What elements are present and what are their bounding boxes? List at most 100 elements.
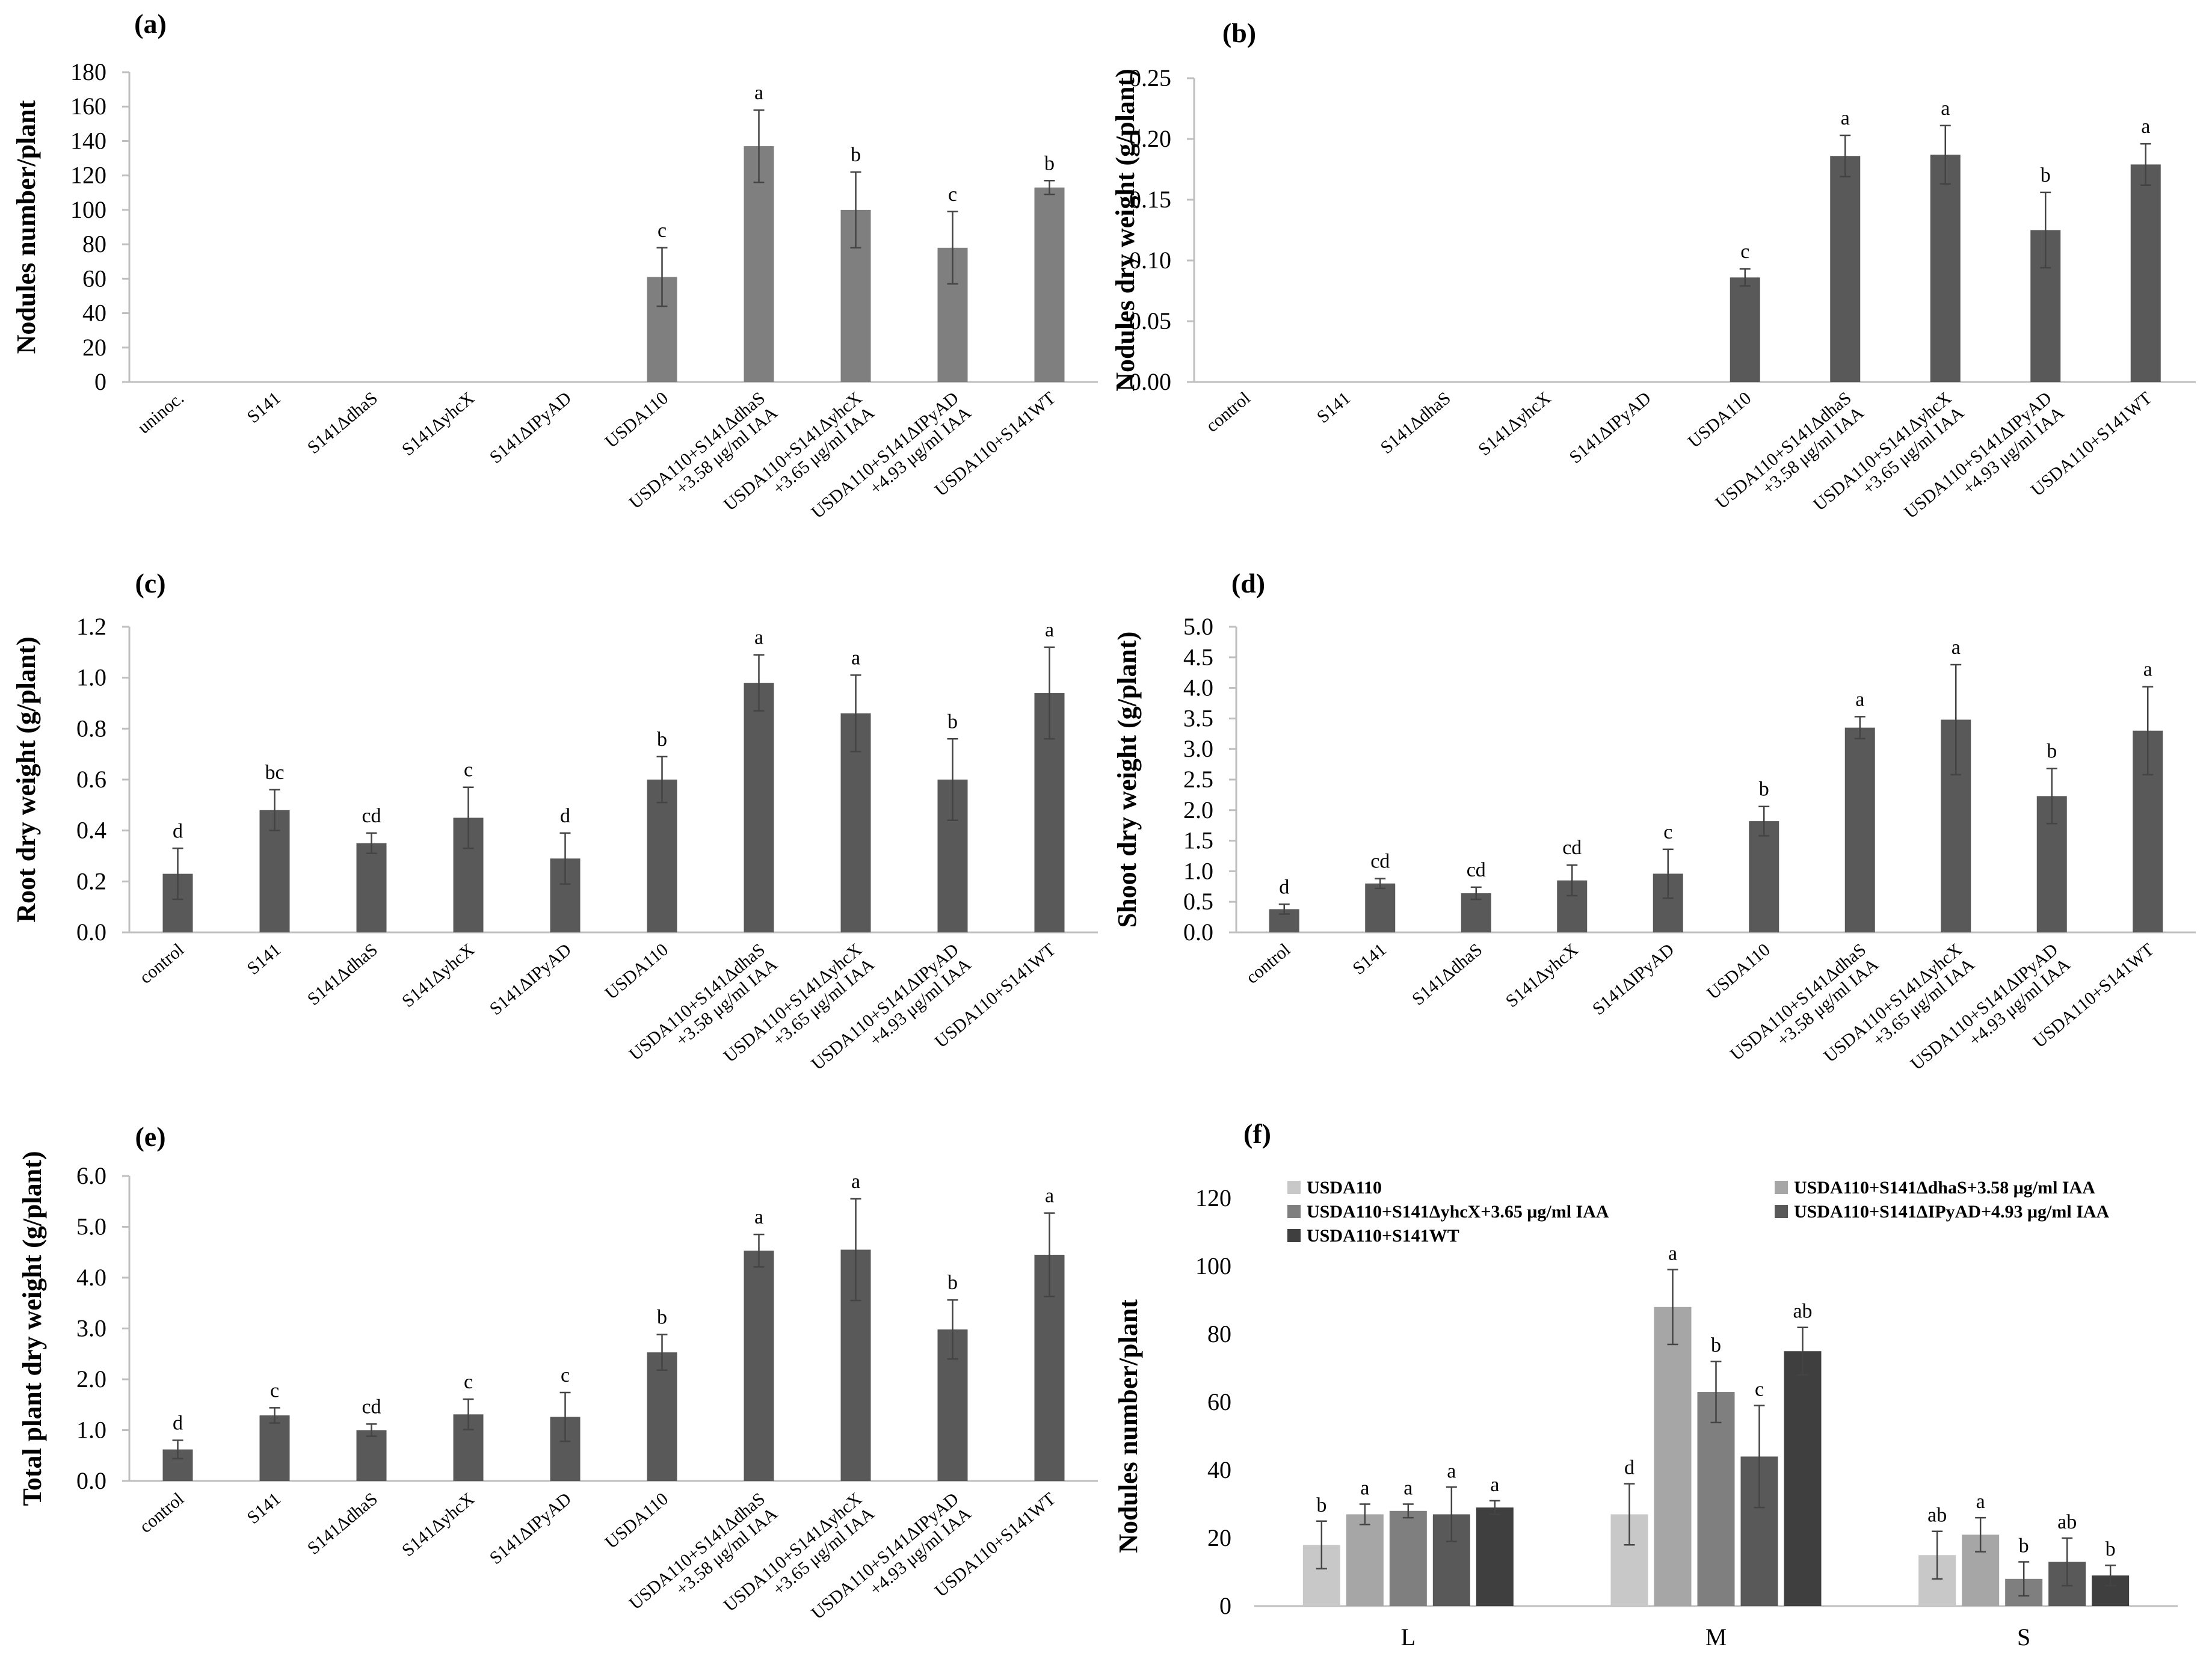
significance-letter: c (1755, 1379, 1764, 1401)
bar (1697, 1392, 1735, 1606)
significance-letter: d (1279, 876, 1289, 898)
panel-title: (b) (1222, 17, 1256, 48)
y-tick-label: 0.0 (76, 919, 106, 946)
y-tick-label: 120 (70, 162, 106, 189)
significance-letter: cd (1562, 837, 1582, 859)
x-tick-label-line: USDA110 (1703, 940, 1773, 1003)
significance-letter: cd (1467, 859, 1486, 881)
x-tick-label-line: S141ΔIPyAD (1565, 388, 1654, 467)
x-tick-label-line: S141ΔdhaS (304, 1489, 381, 1559)
panel-title: (c) (135, 568, 165, 599)
significance-letter: a (1855, 688, 1864, 710)
y-tick-label: 80 (1207, 1320, 1231, 1347)
y-tick-label: 1.0 (76, 1417, 106, 1444)
x-tick-label: S141ΔIPyAD (486, 1489, 575, 1568)
bar (1784, 1351, 1822, 1606)
x-tick-label: S141ΔyhcX (398, 940, 478, 1011)
significance-letter: a (1668, 1243, 1677, 1265)
y-tick-label: 1.2 (76, 613, 106, 640)
y-tick-label: 80 (82, 230, 106, 257)
y-tick-label: 0.25 (1129, 64, 1171, 91)
y-tick-label: 40 (1207, 1456, 1231, 1483)
y-tick-label: 6.0 (76, 1162, 106, 1189)
legend-swatch (1775, 1205, 1788, 1218)
legend-item: USDA110+S141WT (1287, 1226, 1459, 1246)
significance-letter: b (1316, 1494, 1326, 1516)
panel-title: (d) (1231, 568, 1265, 599)
legend-swatch (1287, 1229, 1301, 1242)
legend-item: USDA110+S141ΔIPyAD+4.93 μg/ml IAA (1775, 1202, 2110, 1222)
legend-label: USDA110 (1307, 1178, 1382, 1198)
x-tick-label: L (1401, 1624, 1416, 1651)
bar (1730, 277, 1760, 382)
significance-letter: ab (2057, 1511, 2077, 1533)
y-tick-label: 60 (1207, 1388, 1231, 1415)
legend-item: USDA110+S141ΔyhcX+3.65 μg/ml IAA (1287, 1202, 1609, 1222)
significance-letter: a (1045, 619, 1054, 641)
significance-letter: a (1403, 1477, 1413, 1500)
x-tick-label-line: S141ΔyhcX (398, 1489, 478, 1560)
y-tick-label: 3.0 (1183, 735, 1213, 762)
x-tick-label-line: S141ΔIPyAD (486, 388, 575, 467)
legend-label: USDA110+S141ΔyhcX+3.65 μg/ml IAA (1307, 1202, 1609, 1222)
y-tick-label: 20 (82, 334, 106, 361)
y-tick-label: 140 (70, 127, 106, 154)
significance-letter: b (2106, 1538, 2116, 1560)
y-tick-label: 0 (94, 368, 106, 395)
x-tick-label: USDA110 (602, 940, 672, 1003)
significance-letter: b (947, 710, 958, 733)
bar (259, 1415, 290, 1481)
significance-letter: cd (1370, 851, 1390, 873)
y-axis-label: Total plant dry weight (g/plant) (17, 1151, 47, 1506)
significance-letter: a (754, 82, 763, 104)
y-tick-label: 0.05 (1129, 307, 1171, 334)
y-tick-label: 20 (1207, 1524, 1231, 1551)
chart-panel-e: (e) Total plant dry weight (g/plant) 0.0 1.… (17, 1121, 1098, 1624)
significance-letter: a (1952, 636, 1961, 659)
chart-panel-d: (d) Shoot dry weight (g/plant) 0.0 0.5 1.0 1.… (1112, 568, 2196, 1074)
x-tick-label-line: USDA110 (602, 1489, 672, 1553)
x-tick-label: S141 (1313, 388, 1354, 427)
y-tick-label: 0 (1219, 1592, 1231, 1619)
x-tick-label: S141ΔIPyAD (486, 388, 575, 467)
x-tick-label: S141ΔdhaS (304, 388, 381, 458)
y-tick-label: 1.5 (1183, 827, 1213, 854)
x-tick-label: USDA110 (1684, 388, 1755, 452)
significance-letter: c (464, 1371, 473, 1393)
y-tick-label: 0.4 (76, 817, 106, 844)
x-tick-label-line: S141ΔyhcX (1502, 940, 1582, 1011)
significance-letter: b (1044, 152, 1055, 174)
significance-letter: a (754, 1206, 763, 1228)
y-tick-label: 2.5 (1183, 766, 1213, 793)
significance-letter: d (173, 820, 183, 842)
y-tick-label: 60 (82, 265, 106, 292)
significance-letter: a (1045, 1185, 1054, 1207)
x-tick-label-line: S141ΔyhcX (398, 388, 478, 460)
x-tick-label: S141ΔdhaS (304, 940, 381, 1009)
y-tick-label: 0.10 (1129, 247, 1171, 274)
x-tick-label: USDA110 (602, 1489, 672, 1553)
legend-label: USDA110+S141WT (1307, 1226, 1459, 1246)
y-axis-label: Nodules number/plant (11, 100, 41, 354)
bar (1844, 727, 1875, 932)
x-tick-label-line: USDA110 (602, 940, 672, 1003)
significance-letter: b (851, 144, 861, 166)
x-tick-label: USDA110 (1703, 940, 1773, 1003)
significance-letter: a (2141, 115, 2150, 138)
y-tick-label: 5.0 (76, 1213, 106, 1240)
y-tick-label: 0.20 (1129, 125, 1171, 152)
significance-letter: d (560, 805, 570, 827)
y-tick-label: 120 (1195, 1184, 1231, 1211)
x-tick-label-line: S141 (244, 388, 285, 427)
y-tick-label: 0.2 (76, 867, 106, 894)
y-axis-label: Shoot dry weight (g/plant) (1112, 632, 1142, 928)
chart-panel-c: (c) Root dry weight (g/plant) 0.0 0.2 0.4 0.6… (11, 568, 1098, 1074)
x-tick-label-line: control (1242, 940, 1294, 988)
y-tick-label: 0.0 (76, 1467, 106, 1494)
bar (1389, 1510, 1427, 1606)
x-tick-label: S141 (244, 1489, 285, 1528)
panel-title: (e) (135, 1121, 165, 1152)
legend-label: USDA110+S141ΔdhaS+3.58 μg/ml IAA (1794, 1178, 2095, 1198)
x-tick-label: control (1202, 388, 1254, 436)
x-tick-label: S141ΔIPyAD (1589, 940, 1678, 1019)
